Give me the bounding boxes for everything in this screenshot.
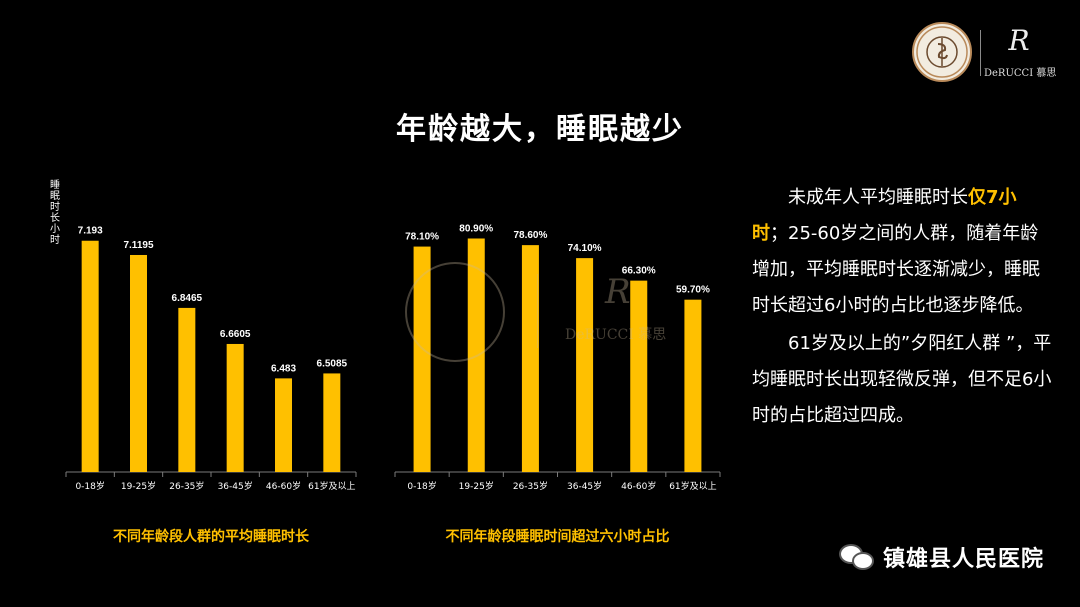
desc-p1-post: ；25-60岁之间的人群，随着年龄增加，平均睡眠时长逐渐减少，睡眠时长超过6小时…	[752, 223, 1040, 316]
right-chart-value-label: 74.10%	[568, 243, 602, 254]
right-chart-category-label: 46-60岁	[621, 480, 656, 492]
right-chart-category-label: 36-45岁	[567, 480, 602, 492]
left-chart-category-label: 36-45岁	[218, 480, 253, 492]
watermark-divider	[537, 274, 538, 348]
left-chart-bar	[130, 254, 147, 472]
right-chart-value-label: 66.30%	[622, 266, 656, 277]
left-chart-category-label: 19-25岁	[121, 480, 156, 492]
left-bar-chart: 7.193 0-18岁 7.1195 19-25岁 6.8465 26-35岁 6.6605…	[65, 180, 357, 500]
right-chart-bar	[576, 258, 594, 472]
left-chart-category-label: 0-18岁	[75, 480, 104, 492]
watermark: R DeRUCCI 慕思	[405, 262, 675, 362]
right-chart-value-label: 80.90%	[459, 223, 493, 234]
description-paragraph-2: 61岁及以上的”夕阳红人群 ”，平均睡眠时长出现轻微反弹，但不足6小时的占比超过…	[752, 333, 1052, 426]
left-chart-value-label: 7.193	[78, 226, 103, 237]
right-chart-category-label: 61岁及以上	[669, 480, 716, 492]
logo-divider	[980, 30, 981, 76]
right-chart-category-label: 19-25岁	[459, 480, 494, 492]
left-chart-category-label: 61岁及以上	[308, 480, 355, 492]
right-chart-value-label: 78.10%	[405, 232, 439, 243]
left-chart-bar	[81, 240, 99, 472]
left-chart-bar	[178, 307, 196, 472]
right-chart-category-label: 0-18岁	[407, 480, 436, 492]
description-paragraph-1: 未成年人平均睡眠时长仅7小时；25-60岁之间的人群，随着年龄增加，平均睡眠时长…	[752, 180, 1052, 324]
left-chart-value-label: 7.1195	[123, 240, 153, 251]
left-chart-value-label: 6.5085	[317, 358, 348, 369]
left-bar-chart-svg: 7.193 0-18岁 7.1195 19-25岁 6.8465 26-35岁 6.6605…	[65, 226, 357, 492]
right-chart-value-label: 78.60%	[513, 230, 547, 241]
right-chart-bar	[521, 245, 539, 472]
watermark-brand-name: DeRUCCI 慕思	[565, 327, 667, 343]
left-chart-caption: 不同年龄段人群的平均睡眠时长	[113, 529, 309, 545]
sleep-society-seal-icon	[912, 22, 972, 82]
right-chart-caption: 不同年龄段睡眠时间超过六小时占比	[445, 529, 670, 545]
description-text: 未成年人平均睡眠时长仅7小时；25-60岁之间的人群，随着年龄增加，平均睡眠时长…	[752, 180, 1052, 434]
left-chart-bar	[226, 343, 244, 472]
slide-title: 年龄越大，睡眠越少	[396, 112, 684, 147]
right-chart-value-label: 59.70%	[676, 285, 710, 296]
right-chart-bar	[684, 299, 702, 472]
left-chart-bar	[275, 378, 292, 472]
wechat-icon	[837, 541, 877, 573]
left-chart-ylabel: 睡眠时长小时	[50, 180, 60, 246]
left-chart-value-label: 6.6605	[220, 329, 251, 340]
right-chart-bar	[630, 280, 648, 472]
derucci-logo-mark: R	[1008, 24, 1030, 57]
left-chart-value-label: 6.483	[271, 363, 296, 374]
right-chart-category-label: 26-35岁	[513, 480, 548, 492]
watermark-seal-icon	[405, 262, 505, 362]
left-chart-category-label: 26-35岁	[169, 480, 204, 492]
left-chart-category-label: 46-60岁	[266, 480, 301, 492]
derucci-brand-name: DeRUCCI 慕思	[984, 68, 1057, 79]
desc-p1-highlight: 仅7小时	[752, 187, 1017, 244]
logo-area: R DeRUCCI 慕思	[912, 22, 1056, 86]
source-attribution: 镇雄县人民医院	[837, 537, 1044, 577]
left-chart-value-label: 6.8465	[172, 293, 203, 304]
source-name: 镇雄县人民医院	[882, 547, 1044, 572]
watermark-brand-mark: R	[605, 272, 631, 312]
left-chart-bar	[323, 373, 341, 472]
desc-p1-pre: 未成年人平均睡眠时长	[788, 187, 968, 208]
